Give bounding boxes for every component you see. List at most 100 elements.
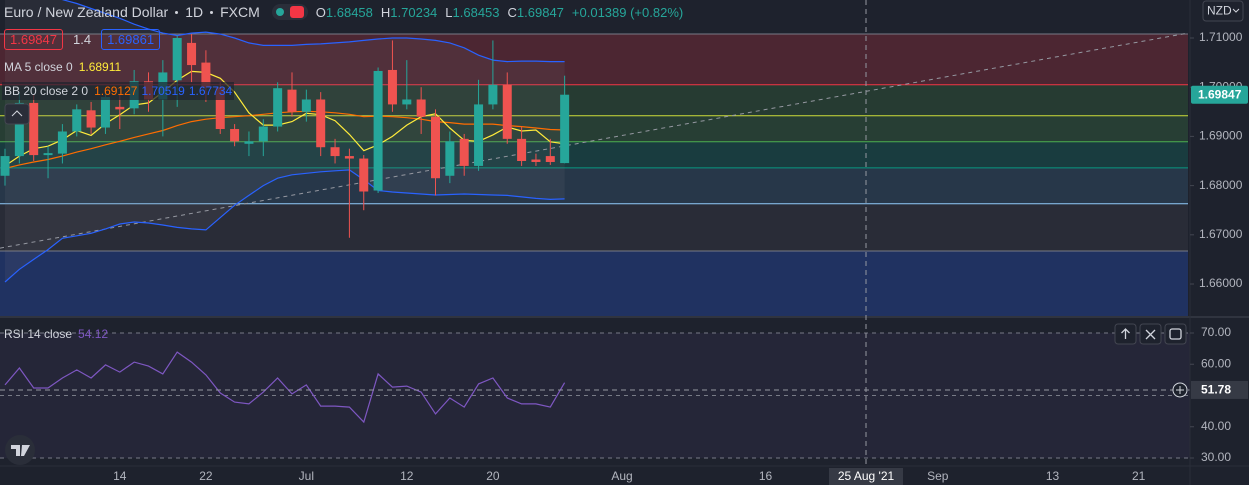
- trend-line: [0, 32, 1189, 249]
- x-tick-label: 21: [1132, 469, 1146, 483]
- candle-body: [445, 141, 455, 176]
- rsi-name: RSI 14 close: [4, 327, 73, 341]
- candle-body: [287, 89, 297, 112]
- y-tick-label: 1.68000: [1199, 178, 1243, 192]
- candle-body: [86, 110, 96, 128]
- source: FXCM: [220, 4, 260, 20]
- ohlc-close: 1.69847: [516, 4, 564, 20]
- change: +0.01389 (+0.82%): [571, 4, 684, 20]
- bb-line: [61, 0, 565, 63]
- logo[interactable]: [5, 435, 35, 465]
- x-tick-label: 13: [1046, 469, 1060, 483]
- fib-band: [0, 251, 1188, 316]
- candle-body: [14, 102, 24, 157]
- y-tick-label: 1.69000: [1199, 129, 1243, 143]
- status-icons[interactable]: [271, 4, 308, 20]
- fib-band: [0, 34, 1188, 85]
- ohlc-high-label: H: [380, 4, 391, 20]
- ohlc-high: 1.70234: [390, 4, 438, 20]
- candle-body: [273, 88, 283, 127]
- x-tick-label: Jul: [299, 469, 314, 483]
- candle-body: [560, 94, 570, 164]
- candle-body: [301, 99, 311, 112]
- price-pane: [0, 0, 1189, 316]
- ohlc-open: 1.68458: [325, 4, 373, 20]
- bb-basis-value: 1.69127: [94, 84, 138, 98]
- close-icon: [1145, 329, 1156, 340]
- y-tick-label: 1.71000: [1199, 30, 1243, 44]
- x-tick-label: 12: [400, 469, 414, 483]
- x-tick-label: 14: [113, 469, 127, 483]
- legend-toggle[interactable]: [4, 103, 30, 125]
- y-tick-label: 1.66000: [1199, 276, 1243, 290]
- currency-caret: [1232, 8, 1240, 13]
- bb-line: [4, 110, 565, 169]
- add-alert-icon: [1176, 385, 1184, 394]
- candle-body: [100, 97, 110, 128]
- rsi-cursor-tag: [1191, 380, 1248, 399]
- spread: 1.4: [73, 31, 92, 47]
- last-price-tag: [1191, 85, 1248, 104]
- rsi-value: 54.12: [78, 327, 109, 341]
- currency-button[interactable]: [1202, 0, 1244, 22]
- axes: 1.710001.700001.690001.680001.670001.660…: [113, 30, 1248, 485]
- up-icon: [1121, 328, 1130, 339]
- interval: 1D: [185, 4, 204, 20]
- ask-price[interactable]: 1.69861: [101, 28, 161, 50]
- rsi-tick-label: 40.00: [1201, 419, 1231, 433]
- candle-body: [502, 84, 512, 139]
- candle-body: [215, 87, 225, 130]
- ohlc-open-label: O: [315, 4, 326, 20]
- ohlc-low: 1.68453: [452, 4, 500, 20]
- candle-body: [316, 99, 326, 148]
- candle-body: [29, 102, 39, 156]
- candle-body: [115, 106, 125, 110]
- bid-price[interactable]: 1.69847: [4, 28, 63, 50]
- fib-band: [0, 167, 1188, 204]
- maximize-button[interactable]: [1164, 323, 1187, 345]
- pane-buttons[interactable]: [1114, 323, 1187, 345]
- ohlc-low-label: L: [445, 4, 453, 20]
- last-price-label: 1.69847: [1198, 87, 1242, 101]
- ma-value: 1.68911: [78, 60, 122, 74]
- currency: NZD: [1207, 4, 1232, 18]
- rsi-pane: [0, 332, 1190, 459]
- candle-body: [531, 159, 541, 162]
- ma-legend: MA 5 close 0 1.68911: [4, 58, 121, 76]
- bb-upper-value: 1.70519: [141, 84, 185, 98]
- candle-body: [517, 138, 527, 162]
- candle-body: [258, 126, 268, 142]
- rsi-cursor-label: 51.78: [1201, 383, 1231, 397]
- candle-body: [172, 37, 182, 81]
- rsi-tick-label: 60.00: [1201, 356, 1231, 370]
- ma-line: [4, 70, 565, 167]
- crosshair-time-label: 25 Aug '21: [838, 469, 895, 483]
- data-status-icon: [289, 6, 304, 18]
- bb-lower-value: 1.67734: [188, 84, 233, 98]
- candle-body: [187, 42, 197, 66]
- fib-band: [0, 203, 1188, 252]
- candle-body: [431, 116, 440, 179]
- legend-toggle-icon: [11, 110, 23, 117]
- candle-body: [387, 69, 397, 105]
- candle-body: [330, 147, 340, 157]
- candle-body: [488, 84, 498, 105]
- symbol-header: Euro / New Zealand Dollar 1D FXCM O 1.68…: [4, 2, 683, 22]
- rsi-tick-label: 70.00: [1201, 325, 1231, 339]
- x-tick-label: 20: [486, 469, 500, 483]
- bb-fill: [5, 0, 565, 283]
- candle-body: [201, 62, 211, 88]
- y-tick-label: 1.67000: [1199, 227, 1243, 241]
- candle-body: [416, 99, 426, 117]
- symbol-title: Euro / New Zealand Dollar: [4, 4, 169, 20]
- quote-row: 1.69847 1.4 1.69861: [4, 28, 161, 50]
- rsi-legend: RSI 14 close 54.12: [4, 325, 108, 343]
- logo-glyph: [11, 445, 30, 456]
- x-tick-label: Aug: [611, 469, 632, 483]
- candle-body: [57, 131, 67, 154]
- market-open-dot: [275, 8, 284, 16]
- candle-body: [373, 70, 383, 191]
- crosshair-time-tag: [829, 468, 903, 485]
